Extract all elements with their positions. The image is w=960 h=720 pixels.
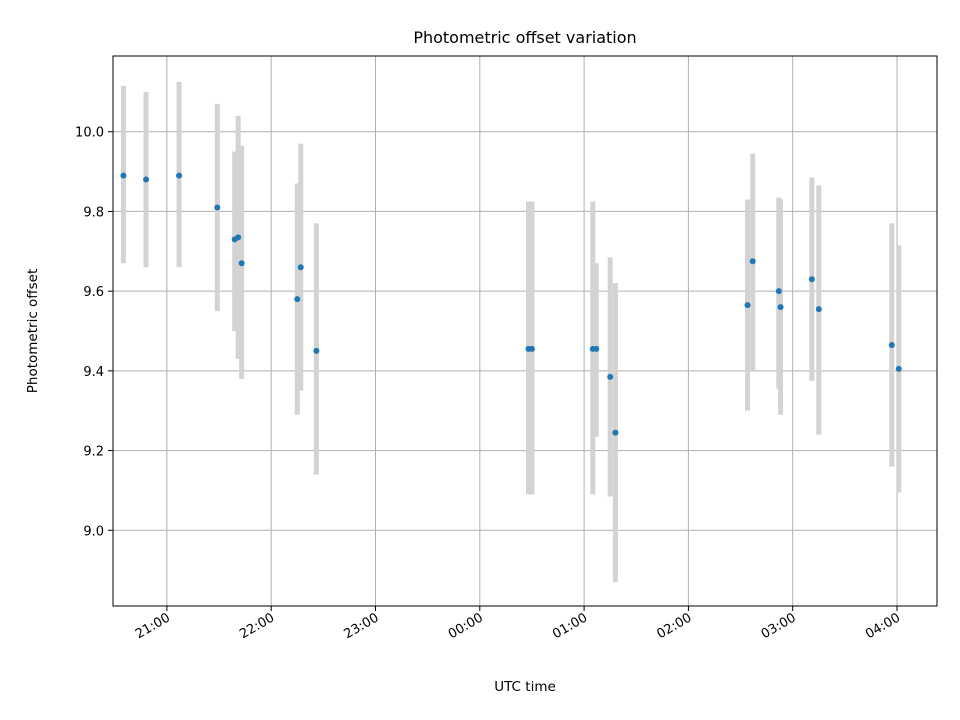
data-point — [313, 347, 320, 354]
data-point — [808, 276, 815, 283]
x-tick-label: 01:00 — [550, 610, 590, 642]
x-tick-label: 21:00 — [133, 610, 173, 642]
data-point — [294, 296, 301, 303]
y-tick-label: 10.0 — [75, 126, 104, 141]
data-point — [143, 176, 150, 183]
y-tick-label: 9.6 — [83, 285, 104, 300]
x-tick-label: 04:00 — [863, 610, 903, 642]
x-tick-label: 23:00 — [342, 610, 382, 642]
data-point — [593, 345, 600, 352]
data-point — [895, 365, 902, 372]
x-axis-ticks: 21:00 22:00 23:00 00:00 01:00 02:00 03:00 04:00 — [133, 606, 903, 642]
data-point — [607, 373, 614, 380]
data-point — [744, 302, 751, 309]
data-point — [176, 172, 183, 179]
data-point — [238, 260, 245, 267]
y-axis-ticks: 9.0 9.2 9.4 9.6 9.8 10.0 — [75, 126, 113, 539]
data-point — [120, 172, 127, 179]
error-bars — [120, 81, 902, 583]
data-point — [777, 304, 784, 311]
data-point — [214, 204, 221, 211]
data-point — [235, 234, 242, 241]
data-point — [528, 345, 535, 352]
data-point — [888, 341, 895, 348]
grid — [113, 56, 937, 606]
y-tick-label: 9.4 — [83, 365, 104, 380]
x-tick-label: 03:00 — [759, 610, 799, 642]
data-points — [120, 172, 902, 436]
x-tick-label: 02:00 — [654, 610, 694, 642]
x-tick-label: 00:00 — [446, 610, 486, 642]
x-tick-label: 22:00 — [237, 610, 277, 642]
y-tick-label: 9.2 — [83, 445, 104, 460]
y-axis-label: Photometric offset — [25, 269, 41, 393]
data-point — [297, 264, 304, 271]
data-point — [775, 288, 782, 295]
y-tick-label: 9.8 — [83, 205, 104, 220]
data-point — [612, 429, 619, 436]
data-point — [815, 306, 822, 313]
x-axis-label: UTC time — [494, 679, 556, 695]
data-point — [749, 258, 756, 265]
chart-title: Photometric offset variation — [413, 28, 636, 47]
plot-frame — [112, 55, 938, 607]
y-tick-label: 9.0 — [83, 524, 104, 539]
